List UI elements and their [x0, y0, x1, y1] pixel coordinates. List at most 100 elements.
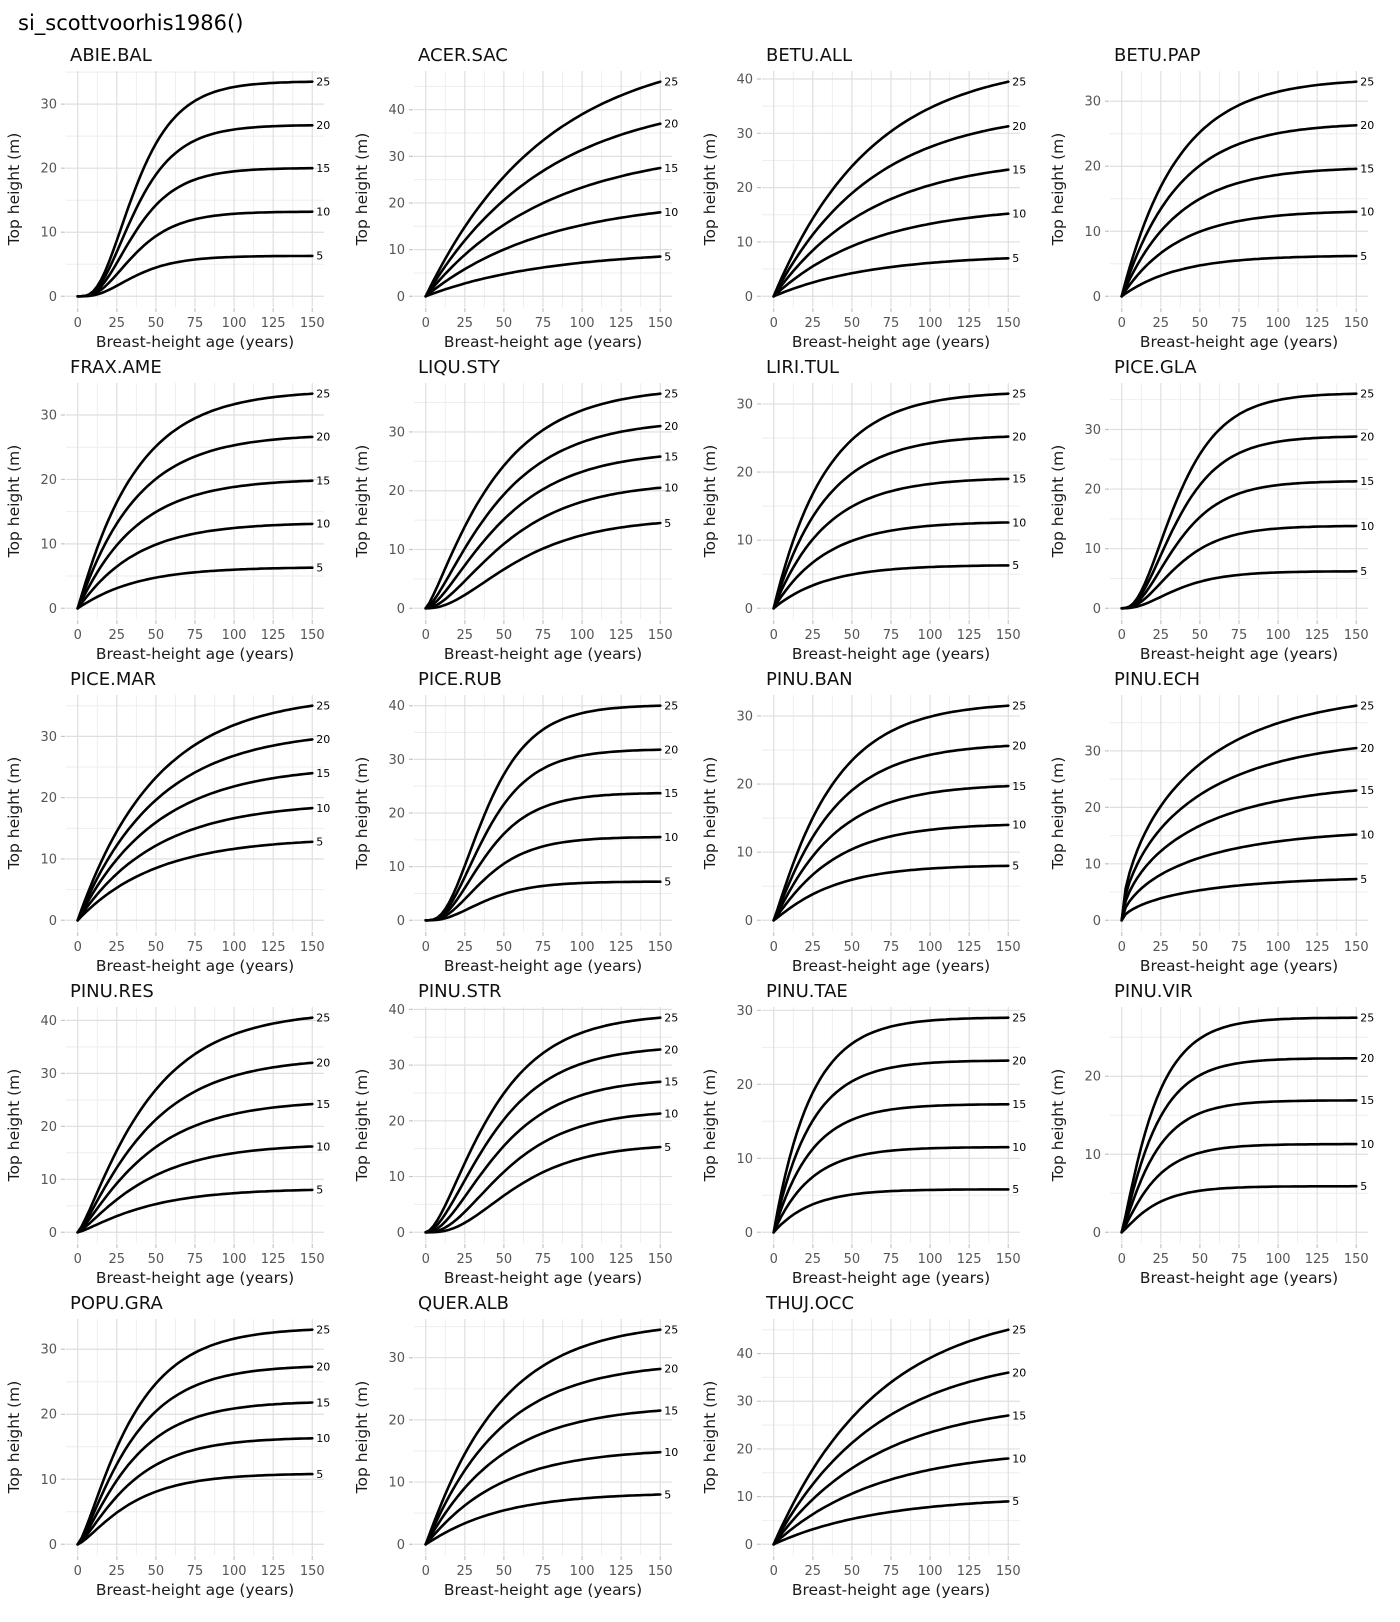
y-tick-label: 0	[397, 1538, 405, 1553]
y-axis-label: Top height (m)	[701, 133, 719, 247]
y-tick-label: 20	[1084, 160, 1101, 175]
chart-PINU.TAE: 0 25 50 75 100 125 150 0 10 20 30 25 20 15 10 5 PINU.TAE…	[701, 981, 1026, 1287]
si-curve-label: 15	[1360, 163, 1374, 176]
axis-ticks: 0 25 50 75 100 125 150 0 10 20 30 40	[40, 1014, 324, 1267]
si-curve-label: 10	[316, 1140, 330, 1153]
x-axis-label: Breast-height age (years)	[792, 957, 990, 975]
si-curve-label: 5	[316, 562, 323, 575]
x-tick-label: 0	[422, 940, 430, 955]
y-tick-label: 30	[40, 409, 57, 424]
y-tick-label: 20	[40, 791, 57, 806]
y-tick-label: 0	[745, 1226, 753, 1241]
x-axis-label: Breast-height age (years)	[1140, 957, 1338, 975]
x-tick-label: 25	[109, 1252, 126, 1267]
page-title: si_scottvoorhis1986()	[18, 11, 244, 35]
y-tick-label: 30	[1084, 744, 1101, 759]
si-curve-25	[1120, 1016, 1358, 1234]
x-tick-label: 125	[609, 940, 634, 955]
x-tick-label: 75	[187, 316, 204, 331]
si-curve-label: 5	[316, 1184, 323, 1197]
gridlines	[414, 1319, 672, 1556]
si-curve-label: 15	[1012, 780, 1026, 793]
chart-THUJ.OCC: 0 25 50 75 100 125 150 0 10 20 30 40 25 20 15 10 5 THUJ.O…	[701, 1293, 1026, 1599]
si-curve-label: 5	[1012, 1495, 1019, 1508]
axis-ticks: 0 25 50 75 100 125 150 0 10 20 30	[40, 1343, 324, 1579]
si-curve-25	[772, 80, 1010, 298]
x-tick-label: 75	[883, 1252, 900, 1267]
si-curve-label: 5	[1012, 1183, 1019, 1196]
si-curve-label: 20	[1360, 742, 1374, 755]
y-axis-label: Top height (m)	[701, 1381, 719, 1495]
x-axis-label: Breast-height age (years)	[96, 957, 294, 975]
x-tick-label: 0	[74, 1564, 82, 1579]
y-tick-label: 40	[736, 1347, 753, 1362]
chart-BETU.PAP: 0 25 50 75 100 125 150 0 10 20 30 25 20 15 10 5 BETU.PAP…	[1049, 45, 1374, 351]
x-tick-label: 75	[535, 316, 552, 331]
si-curve-label: 10	[316, 802, 330, 815]
x-axis-label: Breast-height age (years)	[1140, 333, 1338, 351]
si-curve-label: 15	[664, 1076, 678, 1089]
si-curve-5	[772, 1500, 1010, 1546]
si-curve-10	[424, 1112, 662, 1234]
y-axis-label: Top height (m)	[701, 757, 719, 871]
y-axis-label: Top height (m)	[5, 757, 23, 871]
x-tick-label: 0	[422, 628, 430, 643]
x-tick-label: 25	[1153, 940, 1170, 955]
y-tick-label: 10	[388, 1170, 405, 1185]
x-tick-label: 125	[1305, 1252, 1330, 1267]
x-tick-label: 25	[457, 628, 474, 643]
x-tick-label: 25	[805, 940, 822, 955]
axis-ticks: 0 25 50 75 100 125 150 0 10 20	[1084, 1070, 1368, 1267]
si-curve-15	[772, 168, 1010, 298]
x-tick-label: 25	[109, 940, 126, 955]
x-tick-label: 100	[570, 1564, 595, 1579]
si-curve-20	[76, 435, 314, 610]
x-tick-label: 125	[1305, 316, 1330, 331]
panel-title: PINU.STR	[418, 981, 501, 1002]
si-curve-25	[76, 392, 314, 610]
si-curve-label: 20	[1360, 119, 1374, 132]
si-curve-label: 25	[1360, 76, 1374, 89]
si-curve-10	[424, 1450, 662, 1546]
si-curve-label: 10	[664, 1107, 678, 1120]
x-axis-label: Breast-height age (years)	[96, 645, 294, 663]
x-tick-label: 25	[1153, 1252, 1170, 1267]
y-tick-label: 0	[1093, 602, 1101, 617]
si-curve-label: 5	[664, 1141, 671, 1154]
y-tick-label: 10	[40, 226, 57, 241]
panel-title: PICE.MAR	[70, 669, 156, 690]
si-curve-20	[1120, 746, 1358, 922]
x-tick-label: 100	[1266, 316, 1291, 331]
y-tick-label: 40	[388, 1003, 405, 1018]
chart-PICE.MAR: 0 25 50 75 100 125 150 0 10 20 30 25 20 15 10 5 PICE.MAR…	[5, 669, 330, 975]
si-curve-label: 15	[316, 1396, 330, 1409]
y-tick-label: 30	[736, 710, 753, 725]
x-tick-label: 150	[1344, 1252, 1369, 1267]
x-tick-label: 100	[570, 316, 595, 331]
y-tick-label: 0	[1093, 1226, 1101, 1241]
x-tick-label: 75	[883, 316, 900, 331]
si-curve-label: 20	[1360, 431, 1374, 444]
si-curve-label: 25	[316, 388, 330, 401]
si-curve-label: 15	[1360, 784, 1374, 797]
x-tick-label: 100	[918, 1564, 943, 1579]
x-tick-label: 0	[770, 1252, 778, 1267]
si-curve-label: 10	[1360, 520, 1374, 533]
si-curve-5	[424, 521, 662, 610]
x-axis-label: Breast-height age (years)	[792, 1269, 990, 1287]
si-curve-label: 10	[1012, 819, 1026, 832]
si-curve-label: 20	[1360, 1052, 1374, 1065]
panel-BETU.PAP: 0 25 50 75 100 125 150 0 10 20 30 25 20 15 10 5 BETU.PAP…	[1048, 39, 1396, 351]
si-curve-20	[772, 744, 1010, 922]
si-curve-5	[76, 1472, 314, 1546]
si-curve-25	[76, 704, 314, 922]
x-tick-label: 50	[844, 1564, 861, 1579]
si-curve-label: 15	[1360, 475, 1374, 488]
x-tick-label: 150	[996, 316, 1021, 331]
si-curve-10	[772, 823, 1010, 922]
si-curve-label: 5	[664, 517, 671, 530]
axis-ticks: 0 25 50 75 100 125 150 0 10 20 30	[736, 398, 1020, 644]
x-tick-label: 75	[1231, 940, 1248, 955]
si-curve-label: 20	[664, 420, 678, 433]
x-tick-label: 150	[648, 1252, 673, 1267]
